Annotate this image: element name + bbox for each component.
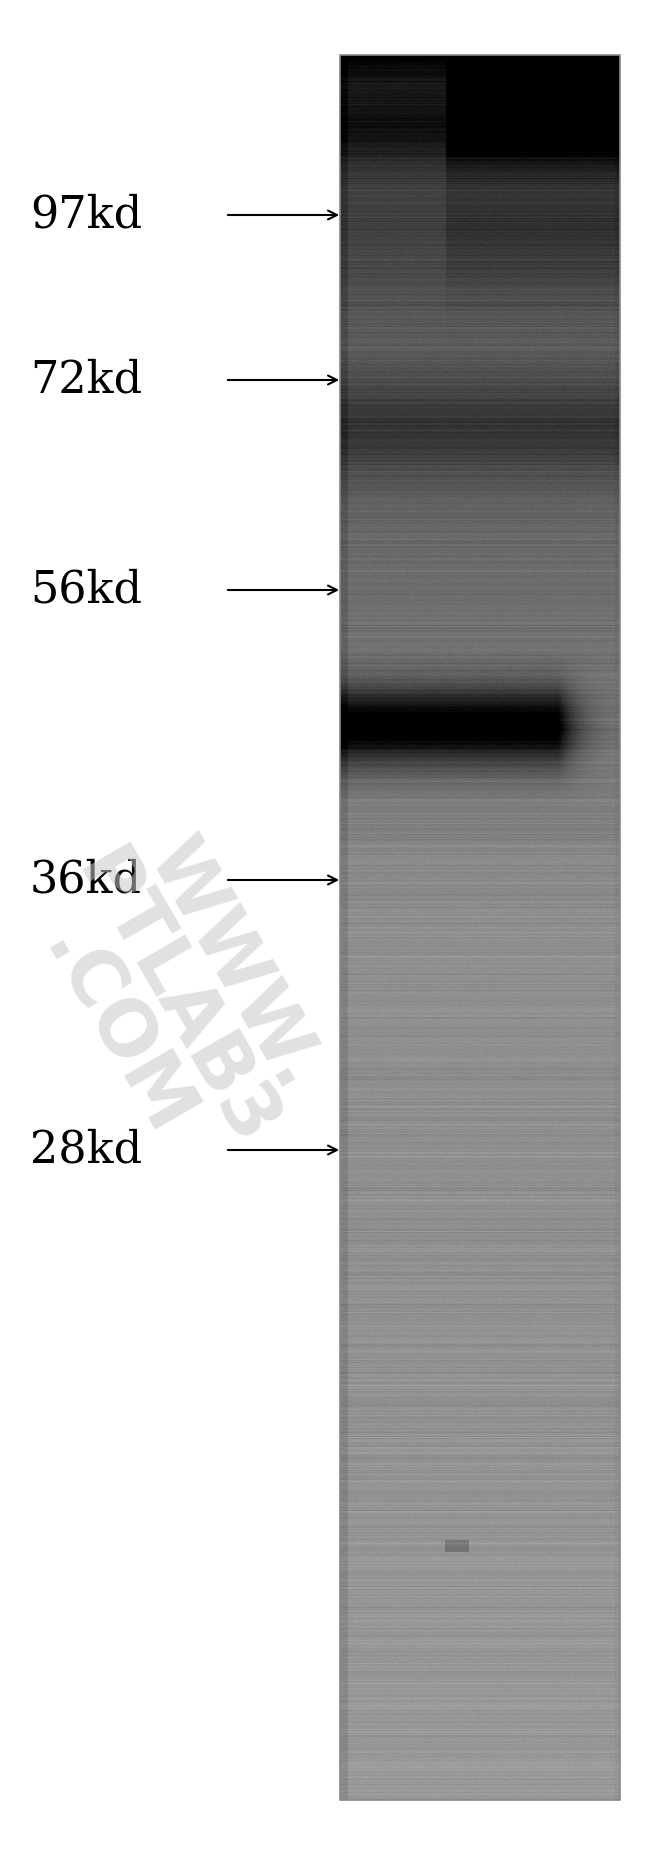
Text: 72kd: 72kd xyxy=(30,358,142,401)
Text: 36kd: 36kd xyxy=(30,859,142,902)
Bar xyxy=(340,56,620,1799)
Text: 56kd: 56kd xyxy=(30,568,142,612)
Text: WWW.
PTLAB3
.COM: WWW. PTLAB3 .COM xyxy=(2,805,348,1195)
Text: 28kd: 28kd xyxy=(30,1128,142,1172)
Text: 97kd: 97kd xyxy=(30,193,142,237)
